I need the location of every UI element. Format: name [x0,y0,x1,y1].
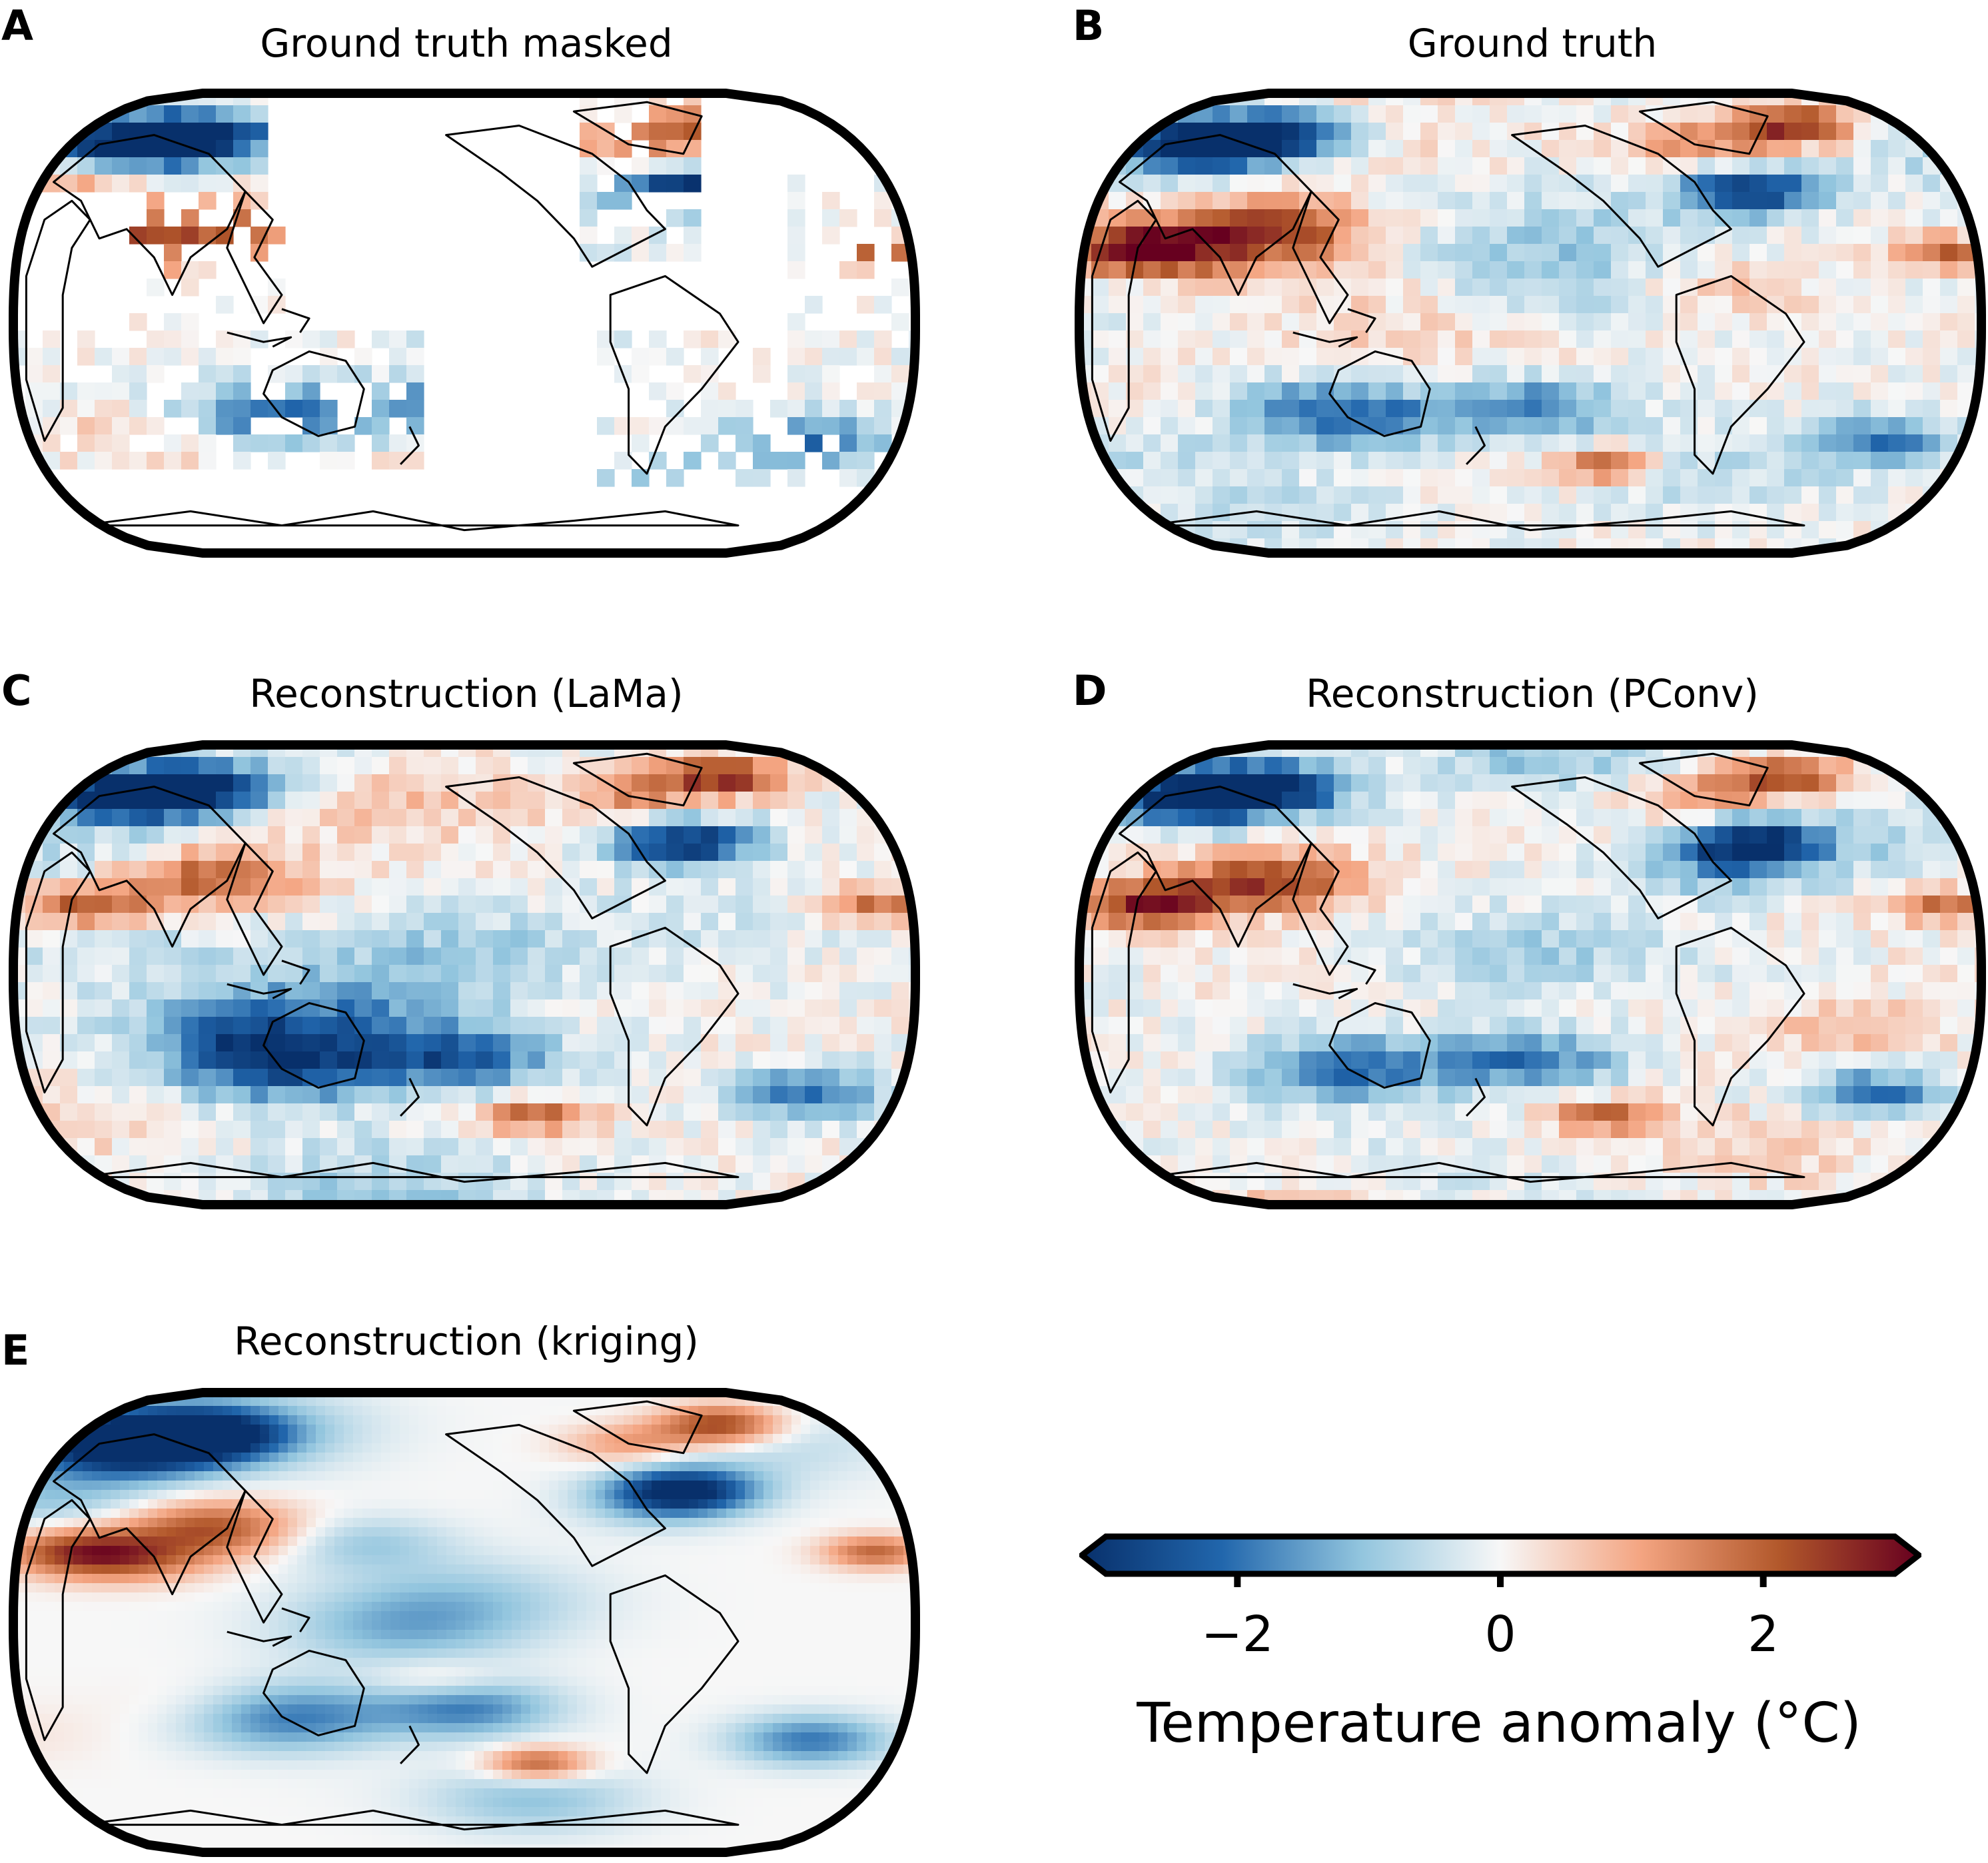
map-outline [1075,89,1986,558]
coastlines [25,1400,740,1831]
panel-letter-a: A [1,1,33,50]
temperature-grid [1079,745,1981,1205]
panel-title-d: Reconstruction (PConv) [1306,671,1759,716]
panel-letter-c: C [1,666,32,715]
coastlines [1091,101,1805,532]
temperature-grid [13,745,915,1205]
temperature-grid [13,93,915,553]
panel-title-a: Ground truth masked [260,21,673,66]
temperature-grid [13,1393,915,1852]
map-reconstruction-pconv [1075,740,1986,1209]
map-outline [9,740,920,1209]
map-outline [9,89,920,558]
colorbar-gradient-bar [1079,1533,1921,1577]
colorbar-tick-label: 0 [1484,1606,1516,1663]
map-ground-truth-masked [9,89,920,558]
map-ground-truth [1075,89,1986,558]
panel-letter-e: E [1,1326,30,1375]
coastlines [25,101,740,532]
coastlines [1091,752,1805,1183]
panel-title-c: Reconstruction (LaMa) [249,671,684,716]
coastlines [25,752,740,1183]
map-reconstruction-lama [9,740,920,1209]
map-outline [1075,740,1986,1209]
panel-letter-d: D [1073,666,1107,715]
panel-letter-b: B [1073,1,1105,50]
temperature-grid [1079,93,1981,553]
colorbar-tick-label: 2 [1747,1606,1779,1663]
colorbar-tick-label: −2 [1201,1606,1274,1663]
panel-title-b: Ground truth [1407,21,1658,66]
map-outline [9,1388,920,1857]
map-reconstruction-kriging [9,1388,920,1857]
panel-title-e: Reconstruction (kriging) [234,1319,699,1364]
temperature-anomaly-colorbar-drawn [1079,1533,1921,1587]
colorbar-label: Temperature anomaly (°C) [1137,1692,1861,1755]
